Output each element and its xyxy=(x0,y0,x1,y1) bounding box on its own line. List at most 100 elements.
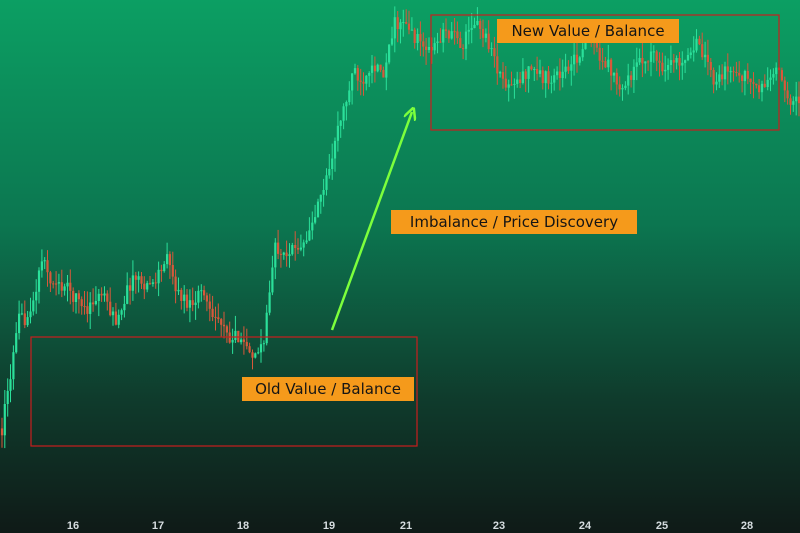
candle-body-down xyxy=(615,72,618,85)
candle-body-down xyxy=(712,70,715,85)
candle-body-down xyxy=(797,96,800,104)
candle-body-down xyxy=(248,346,251,353)
label-imbalance: Imbalance / Price Discovery xyxy=(391,210,637,234)
old-value-zone-box xyxy=(30,336,418,447)
candle-body-up xyxy=(436,41,439,43)
candles-layer xyxy=(0,6,800,449)
candle-body-down xyxy=(618,84,621,90)
candle-body-up xyxy=(166,254,169,265)
candle-body-down xyxy=(214,316,217,318)
candle-body-up xyxy=(385,62,388,78)
candle-body-down xyxy=(129,285,132,291)
candle-body-down xyxy=(726,66,729,72)
candle-body-down xyxy=(154,282,157,284)
candle-body-up xyxy=(718,74,721,82)
candle-body-down xyxy=(168,254,171,266)
candle-body-down xyxy=(407,23,411,30)
x-tick-18: 18 xyxy=(237,520,249,532)
candle-body-up xyxy=(632,66,635,80)
candle-body-up xyxy=(476,21,479,25)
candle-body-down xyxy=(425,46,428,50)
candle-body-up xyxy=(553,75,556,83)
candle-body-up xyxy=(325,175,328,190)
x-tick-28: 28 xyxy=(741,520,753,532)
candle-body-up xyxy=(20,313,23,315)
candle-body-up xyxy=(177,289,180,292)
label-old-value-text: Old Value / Balance xyxy=(255,380,401,398)
candle-body-up xyxy=(664,69,667,72)
candle-body-up xyxy=(268,292,271,313)
candle-body-up xyxy=(669,60,672,65)
candle-body-down xyxy=(789,98,792,105)
candle-body-up xyxy=(197,290,200,303)
candle-body-up xyxy=(328,169,331,176)
candle-body-up xyxy=(442,29,445,43)
candle-body-up xyxy=(126,285,129,304)
candle-body-down xyxy=(106,293,109,302)
candle-body-down xyxy=(191,300,194,305)
candle-body-down xyxy=(171,265,174,277)
candle-body-up xyxy=(766,79,769,87)
candle-body-down xyxy=(501,72,505,79)
candle-body-up xyxy=(573,54,576,65)
candle-body-up xyxy=(612,72,616,76)
candle-body-up xyxy=(527,66,530,79)
candle-body-down xyxy=(72,290,75,302)
candle-body-down xyxy=(504,78,507,88)
candle-body-up xyxy=(26,317,29,326)
candle-body-up xyxy=(578,57,581,63)
candle-body-up xyxy=(308,230,311,241)
candle-body-up xyxy=(339,120,342,126)
candle-body-up xyxy=(231,340,234,343)
candle-body-down xyxy=(755,83,758,86)
candle-body-up xyxy=(621,88,624,90)
candle-body-up xyxy=(137,276,140,280)
candle-body-up xyxy=(533,69,536,70)
candle-body-down xyxy=(487,33,490,50)
candle-body-up xyxy=(544,71,547,84)
candle-body-up xyxy=(607,59,610,68)
candle-body-down xyxy=(86,306,89,314)
candle-body-down xyxy=(285,252,288,257)
candle-body-down xyxy=(100,293,103,296)
candle-body-up xyxy=(490,48,493,50)
candle-body-down xyxy=(185,294,189,308)
candle-body-up xyxy=(3,404,6,436)
candle-body-up xyxy=(464,31,468,49)
candle-body-down xyxy=(55,283,58,285)
candle-body-up xyxy=(390,38,394,45)
candle-body-up xyxy=(316,201,320,218)
candle-body-up xyxy=(111,311,115,316)
candle-body-down xyxy=(279,253,282,255)
candle-body-up xyxy=(348,90,351,103)
candle-body-up xyxy=(57,282,60,284)
candle-body-down xyxy=(567,66,570,71)
candle-body-down xyxy=(447,30,450,39)
candle-body-up xyxy=(427,47,431,50)
candle-body-up xyxy=(499,72,502,74)
candle-body-up xyxy=(561,71,564,78)
candle-body-down xyxy=(672,60,675,63)
candle-body-up xyxy=(692,50,695,53)
candle-body-up xyxy=(399,22,402,30)
candle-body-down xyxy=(752,82,755,84)
candle-body-down xyxy=(174,276,177,292)
candle-body-up xyxy=(484,33,487,38)
candle-body-up xyxy=(274,242,277,268)
candle-body-down xyxy=(453,31,456,33)
candle-body-down xyxy=(604,61,607,68)
candle-body-down xyxy=(143,283,146,290)
candle-body-down xyxy=(481,28,485,38)
candle-body-up xyxy=(351,73,354,91)
candle-body-down xyxy=(444,29,448,31)
label-old-value: Old Value / Balance xyxy=(242,377,414,401)
candle-body-up xyxy=(743,71,746,82)
candle-body-down xyxy=(780,70,783,81)
candle-body-up xyxy=(319,194,322,202)
candle-body-up xyxy=(322,190,325,195)
candle-body-down xyxy=(362,81,365,84)
x-tick-19: 19 xyxy=(323,520,335,532)
candle-body-down xyxy=(601,60,604,62)
candle-body-up xyxy=(644,61,647,64)
candle-body-down xyxy=(630,75,633,80)
